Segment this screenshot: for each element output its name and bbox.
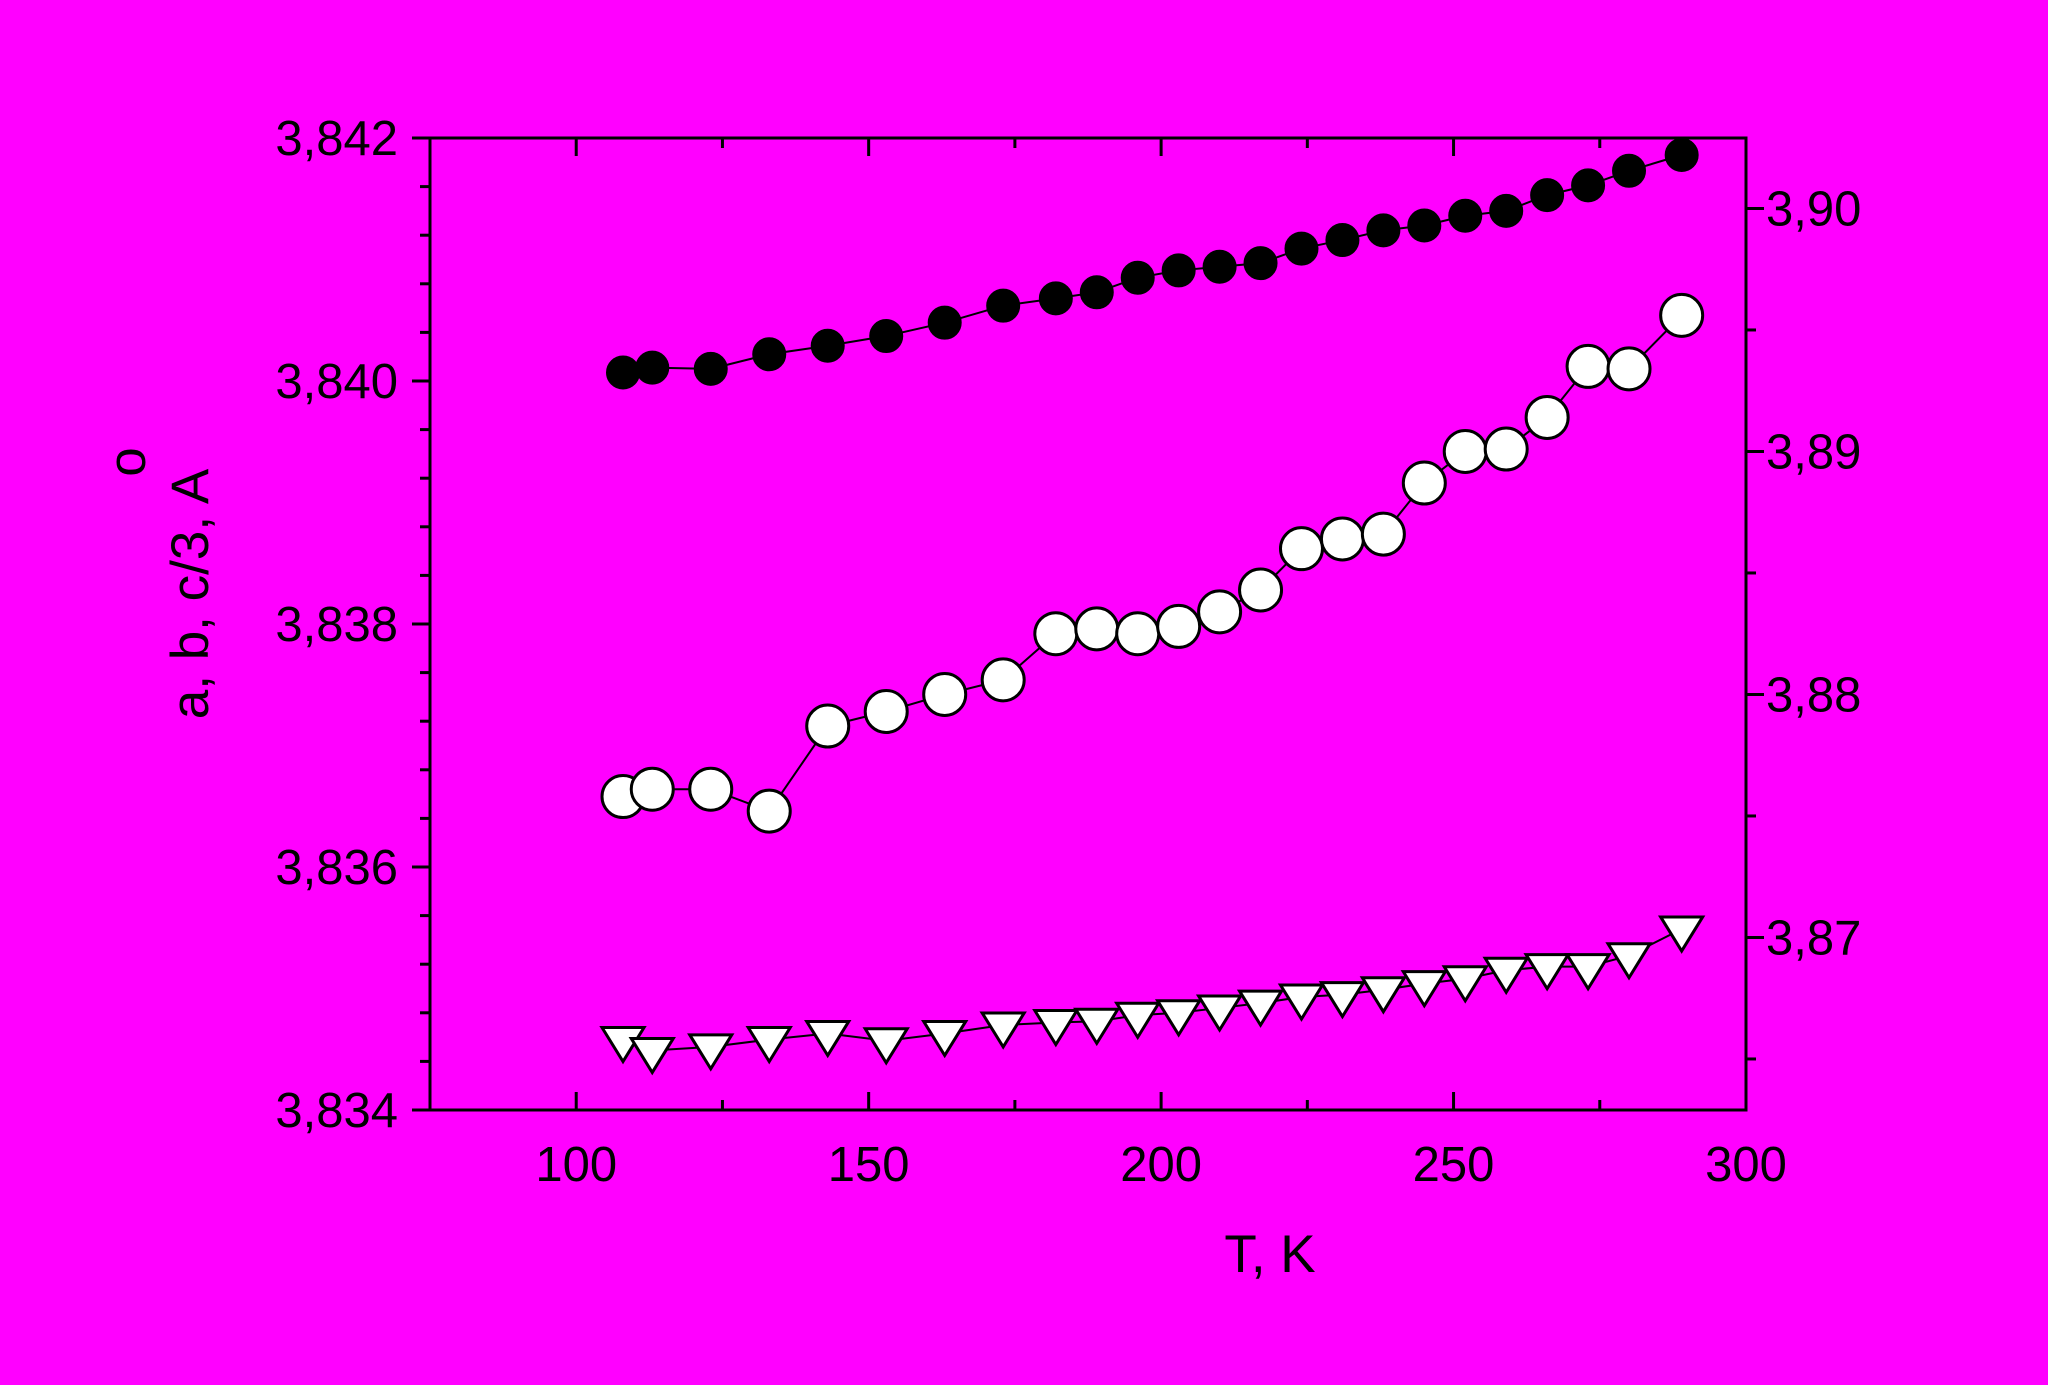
data-point (1664, 138, 1699, 173)
data-point (1238, 567, 1284, 613)
data-point (921, 1019, 969, 1059)
data-point (862, 1027, 910, 1066)
data-point (927, 305, 962, 340)
data-point (1366, 213, 1401, 248)
data-point (628, 1036, 676, 1076)
y-left-tick-label: 3,842 (275, 112, 398, 166)
data-point (688, 766, 734, 812)
data-point (1197, 589, 1243, 635)
data-point (635, 350, 670, 385)
data-point (1074, 606, 1120, 652)
data-point (1659, 292, 1705, 338)
data-point (1524, 394, 1570, 440)
data-point (1325, 223, 1360, 258)
data-point (1032, 1009, 1080, 1048)
data-point (922, 671, 968, 717)
data-point (1277, 983, 1326, 1022)
data-point (1360, 511, 1406, 557)
series-filled-circle (606, 138, 1699, 390)
data-point (1571, 168, 1606, 203)
data-point (1523, 953, 1571, 992)
data-point (1114, 1001, 1162, 1041)
data-point (1359, 976, 1408, 1015)
data-point (805, 703, 851, 749)
data-point (1115, 611, 1161, 657)
data-point (1154, 999, 1203, 1038)
series-layer (599, 138, 1706, 1076)
data-point (1284, 231, 1319, 266)
y-right-tick-label: 3,87 (1766, 911, 1861, 965)
y-left-tick-label: 3,838 (275, 598, 398, 652)
data-point (1407, 208, 1442, 243)
data-point (606, 355, 641, 390)
data-point (1161, 253, 1196, 288)
x-tick-label: 100 (535, 1138, 617, 1192)
data-point (693, 351, 728, 386)
data-point (1657, 915, 1706, 954)
x-axis-title: T, K (1224, 1225, 1315, 1284)
data-point (869, 319, 904, 354)
series-open-circle (600, 292, 1705, 834)
data-point (1195, 994, 1244, 1033)
y-axis-title: a, b, c/3, A (161, 468, 220, 719)
y-left-tick-label: 3,840 (275, 355, 398, 409)
data-point (1448, 198, 1483, 233)
data-point (746, 788, 792, 834)
angstrom-ring: o (98, 447, 157, 476)
data-point (1038, 281, 1073, 316)
data-point (1202, 249, 1237, 284)
data-point (1033, 611, 1079, 657)
y-right-tick-label: 3,88 (1766, 668, 1861, 722)
x-tick-label: 300 (1705, 1138, 1787, 1192)
data-point (1483, 426, 1529, 472)
data-point (687, 1033, 735, 1072)
data-point (1319, 516, 1365, 562)
data-point (1606, 346, 1652, 392)
data-point (1482, 956, 1530, 996)
x-tick-label: 150 (828, 1138, 910, 1192)
data-point (1236, 989, 1285, 1028)
data-point (863, 688, 909, 734)
data-point (1489, 193, 1524, 228)
data-point (1442, 428, 1488, 474)
data-point (1120, 260, 1155, 295)
data-point (1441, 965, 1489, 1004)
data-point (1079, 275, 1114, 310)
x-tick-label: 250 (1413, 1138, 1495, 1192)
data-point (1605, 942, 1653, 981)
data-point (1156, 603, 1202, 649)
data-point (1401, 460, 1447, 506)
data-point (979, 1011, 1027, 1050)
data-point (1530, 178, 1565, 213)
data-point (810, 328, 845, 363)
data-point (1243, 246, 1278, 281)
y-right-tick-label: 3,90 (1766, 182, 1861, 236)
data-point (752, 337, 787, 372)
series-open-triangle-down (599, 915, 1706, 1076)
data-point (1318, 981, 1367, 1020)
data-point (629, 766, 675, 812)
series-line (622, 154, 1682, 374)
y-left-tick-label: 3,834 (275, 1084, 398, 1138)
y-right-tick-label: 3,89 (1766, 425, 1861, 479)
series-line (622, 314, 1683, 813)
data-point (1612, 153, 1647, 188)
data-point (745, 1026, 793, 1065)
data-point (1400, 970, 1449, 1009)
data-point (1278, 526, 1324, 572)
data-point (1073, 1007, 1121, 1047)
data-point (980, 657, 1026, 703)
y-left-tick-label: 3,836 (275, 841, 398, 895)
data-point (804, 1019, 852, 1059)
data-point (1565, 343, 1611, 389)
data-point (986, 288, 1021, 323)
x-tick-label: 200 (1120, 1138, 1202, 1192)
ticks: 100 150 200 250 300 3,834 3,836 3,838 3,840 3,842… (275, 112, 1861, 1192)
data-point (1564, 953, 1612, 992)
